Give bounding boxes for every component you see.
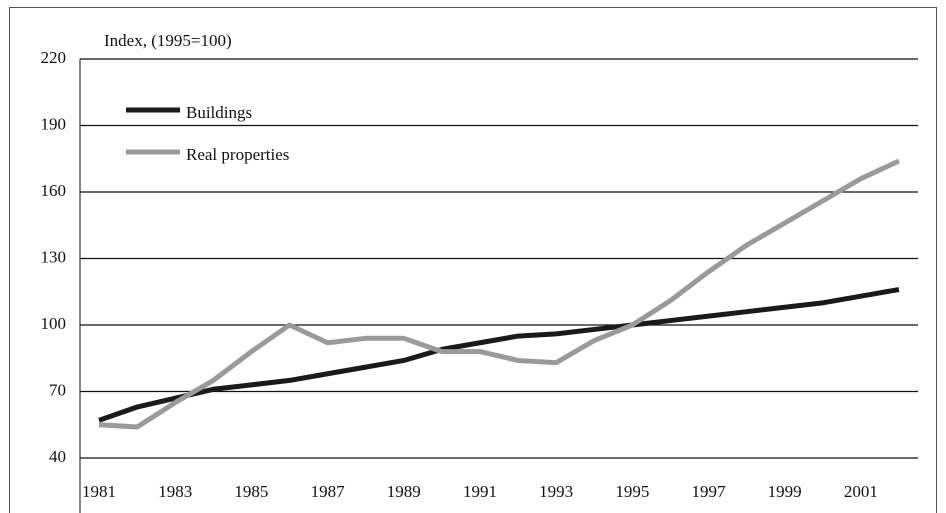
x-tick-label: 1985 <box>234 482 268 501</box>
chart-frame <box>9 7 937 513</box>
y-tick-label: 40 <box>49 447 66 466</box>
legend-label: Buildings <box>186 103 252 122</box>
x-tick-label: 1993 <box>539 482 573 501</box>
x-tick-label: 2001 <box>844 482 878 501</box>
series-line <box>98 158 901 430</box>
legend-label: Real properties <box>186 145 289 164</box>
x-tick-label: 1987 <box>311 482 346 501</box>
x-tick-label: 1991 <box>463 482 497 501</box>
x-tick-label: 1999 <box>768 482 802 501</box>
x-tick-label: 1983 <box>158 482 192 501</box>
y-tick-label: 190 <box>41 114 67 133</box>
x-tick-label: 1997 <box>692 482 727 501</box>
y-tick-label: 220 <box>41 48 67 67</box>
y-tick-label: 70 <box>49 380 66 399</box>
series-line <box>98 287 900 423</box>
y-tick-label: 130 <box>41 247 67 266</box>
x-tick-label: 1989 <box>387 482 421 501</box>
y-axis-label: Index, (1995=100) <box>104 31 232 50</box>
x-tick-label: 1995 <box>615 482 649 501</box>
y-tick-label: 160 <box>41 181 67 200</box>
x-tick-label: 1981 <box>82 482 116 501</box>
y-tick-label: 100 <box>41 314 67 333</box>
